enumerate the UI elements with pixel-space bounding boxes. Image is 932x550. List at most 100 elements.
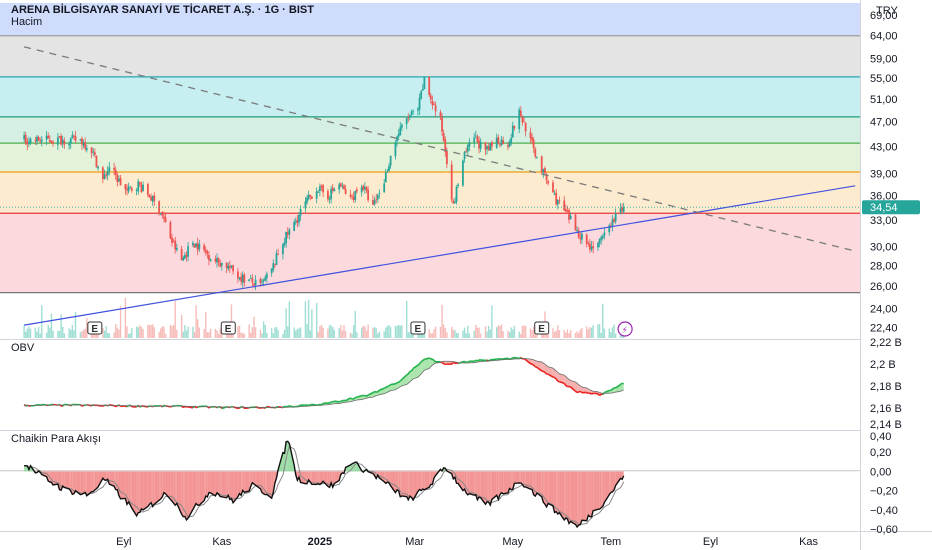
candle-body	[106, 170, 109, 176]
volume-bar	[463, 327, 466, 338]
candle-body	[209, 259, 212, 262]
candle-body	[243, 274, 246, 283]
obv-fill-segment	[544, 364, 547, 375]
volume-bar	[86, 317, 88, 338]
volume-bar	[243, 333, 246, 338]
chaikin-fill-segment	[615, 471, 621, 486]
volume-bar	[383, 331, 385, 338]
candle-body	[597, 243, 599, 248]
chaikin-fill	[24, 441, 624, 527]
trend-lines[interactable]	[0, 46, 860, 326]
chaikin-fill-segment	[104, 471, 107, 481]
volume-bar	[275, 326, 278, 338]
volume-bar	[240, 332, 242, 338]
volume-bar	[452, 329, 455, 338]
candle-body	[61, 139, 64, 144]
volume-bar	[140, 326, 143, 338]
chaikin-pane[interactable]	[0, 440, 860, 529]
price-tick-label: 28,00	[870, 261, 898, 273]
candle-body	[553, 193, 556, 195]
chaikin-fill-segment	[109, 471, 115, 487]
obv-line-segment	[467, 360, 470, 364]
candle-body	[288, 229, 291, 235]
candle-body	[365, 187, 368, 191]
price-pane[interactable]: E E E E ⚡	[0, 3, 860, 338]
obv-line-segment	[525, 359, 531, 365]
obv-line-segment	[379, 387, 385, 391]
chaikin-fill-segment	[421, 471, 423, 491]
volume-bar	[61, 326, 64, 338]
obv-pane[interactable]	[23, 356, 624, 410]
symbol-title[interactable]: ARENA BİLGİSAYAR SANAYİ VE TİCARET A.Ş. …	[11, 3, 314, 16]
volume-bar	[147, 324, 149, 338]
chaikin-fill-segment	[143, 471, 148, 510]
candle-body	[333, 189, 336, 192]
candle-body	[232, 265, 234, 272]
obv-line-segment	[410, 368, 414, 372]
volume-bar	[523, 325, 525, 338]
obv-fill-segment	[409, 370, 412, 382]
chaikin-fill-segment	[170, 471, 172, 502]
volume-bar	[401, 325, 403, 338]
volume-bar	[351, 333, 353, 338]
candle-body	[214, 258, 217, 262]
chaikin-signal-line	[24, 445, 625, 526]
volume-bar	[487, 325, 490, 338]
volume-bar	[608, 328, 610, 338]
volume-bar	[457, 333, 459, 338]
obv-title[interactable]: OBV	[11, 342, 35, 354]
volume-bar	[47, 324, 49, 338]
candle-body	[108, 167, 111, 172]
candle-body	[320, 185, 323, 187]
chaikin-fill-segment	[221, 471, 227, 498]
volume-bar	[41, 305, 43, 338]
chaikin-fill-segment	[422, 471, 425, 490]
chaikin-fill-segment	[49, 471, 52, 483]
chaikin-fill-segment	[207, 471, 209, 497]
volume-bar	[152, 324, 154, 338]
chaikin-fill-segment	[511, 471, 513, 490]
obv-line-segment	[81, 404, 84, 407]
chaikin-fill-segment	[544, 471, 547, 507]
candle-body	[344, 189, 347, 194]
obv-line-segment	[559, 381, 565, 385]
candle-body	[273, 264, 276, 266]
volume-bar	[287, 326, 289, 338]
volume-bar	[307, 299, 310, 338]
obv-line-segment	[565, 384, 568, 388]
volume-bar	[341, 330, 344, 338]
volume-bar	[118, 329, 120, 338]
candle-body	[103, 174, 106, 179]
candle-body	[126, 189, 128, 191]
obv-line-segment	[420, 359, 424, 363]
candle-body	[227, 265, 230, 269]
candle-body	[90, 147, 93, 154]
volume-bar	[71, 324, 74, 338]
volume-bar	[272, 333, 274, 338]
event-markers[interactable]: E E E E ⚡	[87, 321, 633, 337]
chaikin-fill-segment	[172, 471, 174, 504]
candle-body	[293, 221, 296, 231]
time-axis[interactable]: Eyl Kas 2025 Mar May Tem Eyl Kas	[116, 536, 818, 548]
last-price-tag: 34,54	[862, 200, 920, 215]
chaikin-fill-segment	[160, 471, 163, 499]
volume-bar	[478, 327, 480, 338]
chaikin-fill-segment	[282, 452, 285, 472]
obv-line-segment	[534, 365, 538, 369]
price-axis[interactable]: TRY 69,00 64,00 59,00 55,00 51,00 47,00 43,00 3…	[862, 5, 920, 536]
volume-bar	[36, 331, 38, 338]
candle-body	[124, 184, 127, 190]
chaikin-title[interactable]: Chaikin Para Akışı	[11, 433, 101, 445]
volume-bar	[171, 326, 173, 338]
volume-bars	[23, 297, 625, 338]
candle-body	[396, 136, 398, 142]
obv-line-segment	[345, 397, 351, 402]
earnings-marker-label: E	[91, 324, 98, 335]
volume-bar	[163, 326, 165, 338]
candle-body	[339, 183, 342, 187]
volume-bar	[579, 329, 581, 338]
obv-ticks: 2,22 B 2,2 B 2,18 B 2,16 B 2,14 B	[870, 337, 902, 431]
candle-body	[203, 245, 206, 250]
volume-label[interactable]: Hacim	[11, 16, 42, 28]
